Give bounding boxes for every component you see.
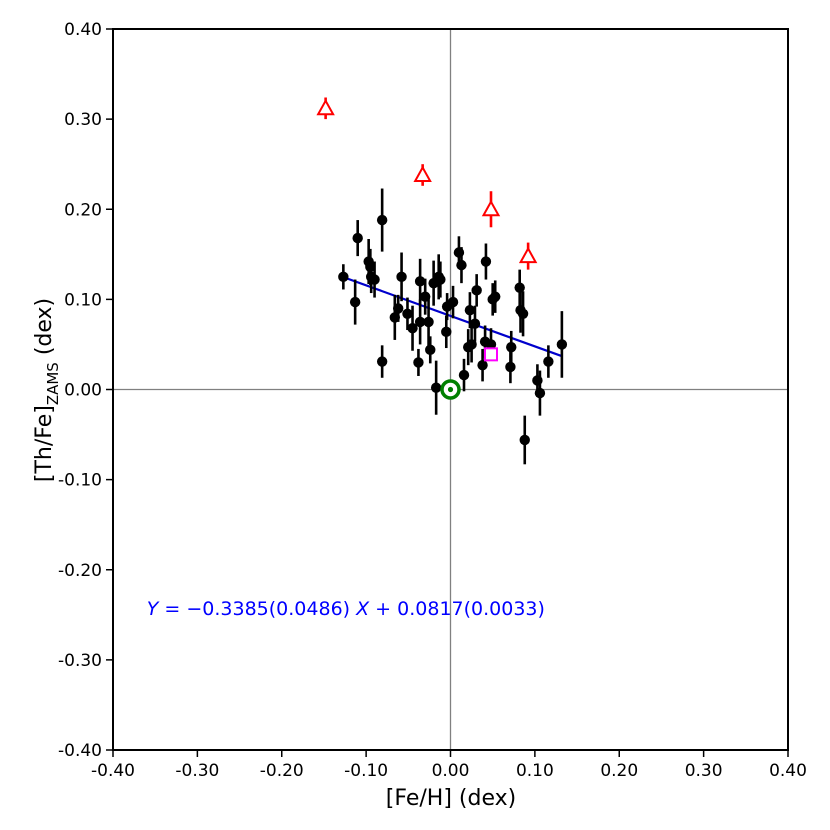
- data-point: [435, 274, 446, 285]
- fit-equation: Y = −0.3385(0.0486) X + 0.0817(0.0033): [147, 598, 545, 620]
- square-point: [484, 347, 498, 362]
- y-axis-label: [Th/Fe]ZAMS (dex): [32, 298, 62, 482]
- x-tick-label: -0.40: [91, 761, 135, 781]
- data-point: [543, 356, 554, 367]
- data-points: [316, 97, 568, 465]
- data-point: [338, 271, 349, 283]
- data-point: [466, 339, 477, 350]
- data-point: [369, 274, 380, 285]
- data-point: [423, 316, 434, 328]
- data-point: [376, 356, 388, 367]
- data-point: [480, 256, 492, 267]
- triangle-point: [518, 246, 538, 264]
- y-tick-label: -0.10: [58, 471, 102, 491]
- data-point: [396, 271, 407, 283]
- data-point: [430, 382, 442, 393]
- x-tick-label: 0.10: [516, 761, 554, 781]
- data-point: [425, 344, 436, 356]
- y-tick-label: 0.20: [64, 200, 102, 220]
- x-tick-label: 0.00: [432, 761, 470, 781]
- data-point: [471, 285, 482, 296]
- equation-x-symbol: X: [355, 598, 370, 620]
- y-axis-ticks: -0.40 -0.30 -0.20 -0.10 0.00 0.10 0.20 0.30 0.40: [58, 20, 113, 761]
- y-axis-label-sub: ZAMS: [44, 362, 62, 405]
- equation-slope-term: = −0.3385(0.0486): [158, 598, 356, 620]
- y-axis-label-main: [Th/Fe]: [32, 405, 57, 482]
- data-point: [352, 232, 363, 244]
- x-axis-ticks: -0.40 -0.30 -0.20 -0.10 0.00 0.10 0.20 0.30 0.40: [91, 750, 807, 781]
- data-point: [534, 387, 546, 399]
- triangle-point: [316, 98, 335, 116]
- data-point: [414, 316, 426, 328]
- y-tick-label: 0.30: [64, 110, 102, 130]
- data-point: [556, 339, 568, 350]
- data-point: [485, 339, 497, 350]
- data-point: [458, 369, 470, 381]
- data-point: [441, 326, 452, 338]
- data-point: [447, 296, 459, 308]
- data-point: [456, 259, 467, 271]
- data-point: [517, 308, 529, 319]
- y-tick-label: 0.10: [64, 290, 102, 310]
- data-point: [414, 276, 426, 287]
- x-axis-label: [Fe/H] (dex): [386, 786, 516, 811]
- data-point: [506, 341, 517, 353]
- data-point: [490, 291, 501, 302]
- data-point: [402, 308, 413, 319]
- data-point: [519, 434, 530, 446]
- y-tick-label: 0.40: [64, 20, 102, 40]
- x-tick-label: 0.30: [685, 761, 723, 781]
- equation-y-symbol: Y: [147, 598, 160, 620]
- data-point: [464, 304, 476, 316]
- y-tick-label: -0.20: [58, 561, 102, 581]
- data-point: [413, 357, 424, 368]
- x-tick-label: -0.20: [260, 761, 304, 781]
- x-tick-label: 0.40: [769, 761, 807, 781]
- data-point: [469, 318, 481, 329]
- data-point: [392, 303, 404, 314]
- y-tick-label: 0.00: [64, 381, 102, 401]
- data-point: [477, 359, 488, 371]
- data-point: [505, 361, 516, 373]
- y-axis-label-suffix: (dex): [32, 298, 57, 362]
- y-tick-label: -0.30: [58, 651, 102, 671]
- x-tick-label: 0.20: [600, 761, 638, 781]
- triangle-point: [481, 199, 501, 217]
- y-tick-label: -0.40: [58, 741, 102, 761]
- triangle-point: [413, 165, 432, 183]
- sun-symbol-dot: [447, 386, 454, 393]
- data-point: [349, 296, 361, 308]
- data-point: [407, 323, 418, 334]
- x-tick-label: -0.30: [175, 761, 219, 781]
- equation-intercept-term: + 0.0817(0.0033): [369, 598, 545, 620]
- data-point: [376, 214, 388, 226]
- x-tick-label: -0.10: [344, 761, 388, 781]
